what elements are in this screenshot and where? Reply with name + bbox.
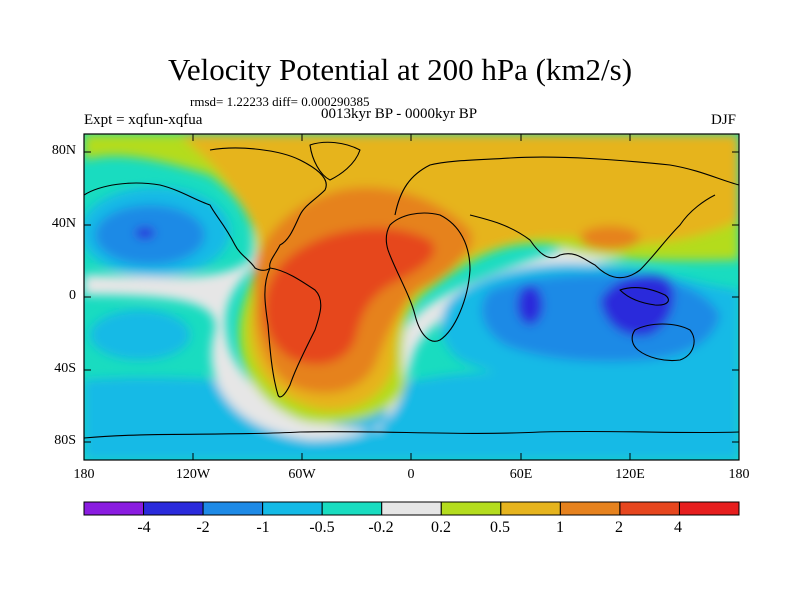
lon-label-60e: 60E <box>509 467 533 482</box>
plot-title: Velocity Potential at 200 hPa (km2/s) <box>167 52 633 87</box>
lat-tick-marks <box>84 151 739 443</box>
colorbar-swatch <box>143 501 204 516</box>
australia <box>631 323 695 362</box>
lon-label-180w: 180 <box>73 467 95 482</box>
lat-label-80n: 80N <box>51 143 76 158</box>
velocity-potential-field <box>84 134 739 460</box>
south-america <box>264 267 322 398</box>
south-pacific-low <box>90 310 190 360</box>
asia-south-coast <box>469 194 716 279</box>
colorbar-label: -4 <box>137 519 151 536</box>
lon-label-60w: 60W <box>288 467 316 482</box>
colorbar-swatch <box>619 501 680 516</box>
stats-subtitle: rmsd= 1.22233 diff= 0.000290385 <box>190 94 370 109</box>
asia-orange-patch <box>580 226 640 250</box>
north-america-east-coast <box>209 147 327 269</box>
colorbar-swatch <box>202 501 264 516</box>
lat-label-80s: 80S <box>54 433 76 448</box>
colorbar <box>83 501 740 516</box>
lat-label-40s: 40S <box>54 361 76 376</box>
maritime-islands <box>619 286 669 306</box>
colorbar-label: 2 <box>615 519 623 536</box>
lon-label-0: 0 <box>407 467 415 482</box>
north-america-pacific-coast <box>84 182 271 271</box>
africa <box>385 212 471 342</box>
colorbar-label: -0.5 <box>309 519 335 536</box>
indo-pacific-low-mid <box>481 273 720 362</box>
colorbar-label: 1 <box>556 519 564 536</box>
lon-label-180e: 180 <box>728 467 750 482</box>
lon-tick-marks <box>83 134 740 460</box>
colorbar-label: -1 <box>256 519 270 536</box>
experiment-label: Expt = xqfun-xqfua <box>84 112 203 128</box>
colorbar-label: -2 <box>196 519 210 536</box>
colorbar-swatch <box>321 501 383 516</box>
eurasia-north-coast <box>394 156 739 216</box>
antarctica-coast <box>84 430 739 439</box>
coastlines <box>84 141 739 439</box>
lon-label-120w: 120W <box>175 467 211 482</box>
colorbar-swatch <box>381 501 442 516</box>
colorbar-swatch <box>500 501 561 516</box>
period-label: 0013kyr BP - 0000kyr BP <box>321 106 478 122</box>
greenland <box>309 141 361 181</box>
positive-region-red <box>264 228 435 365</box>
pacific-low-core <box>135 227 155 239</box>
colorbar-label: 0.2 <box>431 519 451 536</box>
indian-ocean-core <box>517 285 543 325</box>
colorbar-label: -0.2 <box>368 519 394 536</box>
colorbar-swatch <box>262 501 323 516</box>
colorbar-swatch <box>559 501 621 516</box>
season-label: DJF <box>711 112 737 128</box>
colorbar-swatch <box>678 501 740 516</box>
colorbar-swatch <box>440 501 502 516</box>
lat-label-0: 0 <box>69 288 76 303</box>
colorbar-label: 0.5 <box>490 519 510 536</box>
maritime-continent-core <box>600 274 674 337</box>
lon-label-120e: 120E <box>615 467 645 482</box>
zero-contour-band <box>84 175 739 440</box>
colorbar-swatch <box>83 501 145 516</box>
colorbar-label: 4 <box>674 519 682 536</box>
lat-label-40n: 40N <box>51 216 76 231</box>
